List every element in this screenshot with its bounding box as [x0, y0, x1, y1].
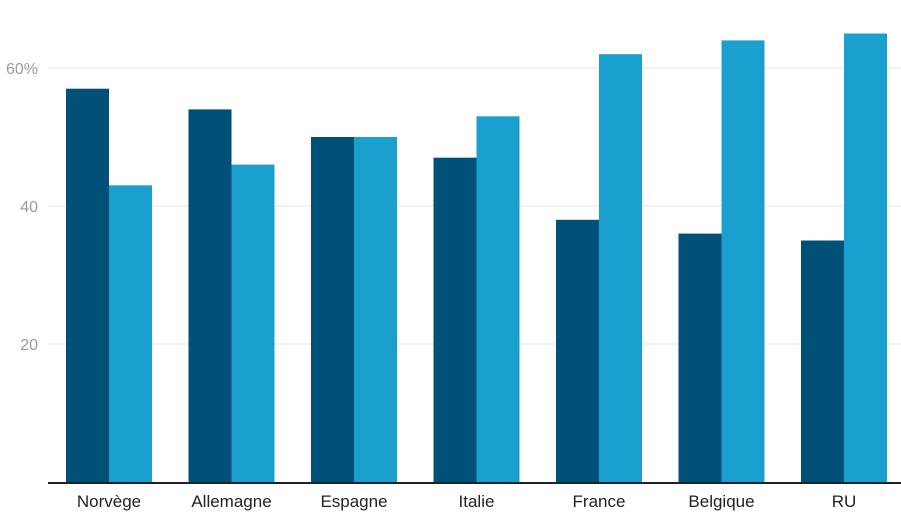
y-tick-label: 40: [20, 199, 38, 216]
y-tick-label: 20: [20, 337, 38, 354]
bar-allemagne-series-2: [231, 164, 275, 482]
x-category-label: RU: [832, 492, 857, 511]
bar-espagne-series-2: [354, 137, 397, 482]
bar-allemagne-series-1: [188, 109, 232, 483]
bar-belgique-series-2: [721, 40, 765, 483]
y-axis-ticks: 20 40 60%: [6, 61, 38, 354]
x-category-label: France: [573, 492, 626, 511]
bar-norvège-series-2: [109, 185, 152, 483]
x-category-label: Espagne: [320, 492, 387, 511]
x-category-label: Norvège: [77, 492, 141, 511]
x-category-label: Belgique: [688, 492, 754, 511]
x-axis-labels: Norvège Allemagne Espagne Italie France Belgi…: [77, 492, 856, 511]
bar-france-series-2: [599, 54, 642, 482]
bar-norvège-series-1: [66, 88, 109, 482]
bar-italie-series-1: [433, 157, 477, 482]
bar-belgique-series-1: [678, 233, 722, 482]
bar-ru-series-2: [844, 33, 887, 482]
bars: [66, 33, 887, 483]
bar-italie-series-2: [476, 116, 520, 483]
y-tick-label: 60%: [6, 61, 38, 78]
bar-ru-series-1: [801, 240, 844, 482]
bar-espagne-series-1: [311, 137, 354, 482]
x-category-label: Allemagne: [191, 492, 271, 511]
x-category-label: Italie: [459, 492, 495, 511]
bar-france-series-1: [556, 219, 599, 483]
